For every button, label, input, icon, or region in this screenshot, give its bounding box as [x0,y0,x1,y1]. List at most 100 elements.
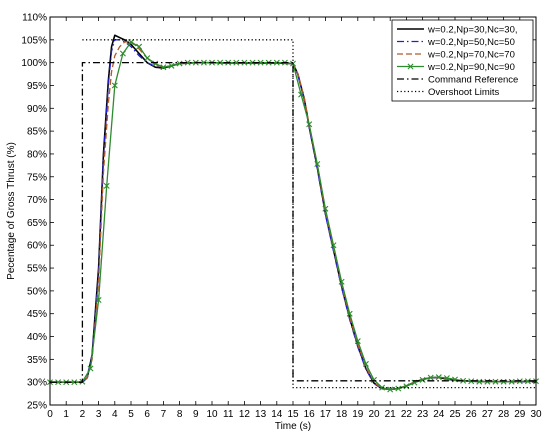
series-4-marker [273,59,280,66]
y-tick-label: 35% [27,355,47,366]
y-tick-label: 110% [22,13,47,24]
series-line-6 [82,39,536,389]
x-tick-label: 6 [144,409,150,420]
x-tick-label: 15 [287,409,299,420]
series-4-marker [184,59,191,66]
x-tick-label: 29 [514,409,526,420]
y-tick-label: 75% [27,172,47,183]
legend-label-3: w=0.2,Np=70,Nc=70 [427,49,515,60]
y-tick-label: 105% [21,35,47,46]
x-tick-label: 24 [433,409,445,420]
series-4-marker [55,379,62,386]
y-tick-label: 70% [27,195,47,206]
x-tick-label: 1 [63,409,69,420]
series-4-marker [500,378,507,385]
series-4-marker [387,386,394,393]
x-tick-label: 19 [352,409,364,420]
x-tick-label: 5 [128,409,134,420]
legend-marker [407,63,414,70]
series-4-marker [524,378,531,385]
series-4-marker [322,205,329,212]
x-tick-label: 30 [530,409,542,420]
series-line-2 [50,39,537,391]
series-4-marker [476,378,483,385]
y-tick-label: 100% [21,58,47,69]
series-4-marker [152,60,159,67]
y-tick-label: 90% [27,104,47,115]
series-4-marker [338,278,345,285]
series-4-marker [119,50,126,57]
legend-box [391,19,534,102]
x-tick-label: 22 [401,409,413,420]
series-4-marker [136,43,143,50]
x-axis-label: Time (s) [275,421,311,432]
y-tick-label: 85% [27,127,47,138]
y-tick-label: 25% [27,401,47,412]
series-4-marker [306,121,313,128]
legend-label-1: w=0.2,Np=30,Nc=30, [427,24,518,35]
x-tick-label: 18 [336,409,348,420]
y-tick-label: 95% [27,81,47,92]
x-tick-label: 12 [239,409,251,420]
series-4-marker [330,242,337,249]
series-4-marker [160,64,167,71]
y-tick-label: 60% [27,241,47,252]
series-4-marker [95,297,102,304]
y-tick-label: 65% [27,218,47,229]
x-tick-label: 14 [271,409,283,420]
series-4-marker [371,376,377,383]
series-4-marker [508,378,515,385]
series-4-marker [103,182,110,189]
x-tick-label: 10 [206,409,218,420]
y-tick-label: 80% [27,149,47,160]
x-tick-label: 28 [498,409,510,420]
y-axis-label: Pecentage of Gross Thrust (%) [6,142,17,280]
legend: w=0.2,Np=30,Nc=30,w=0.2,Np=50,Nc=50w=0.2… [391,19,534,102]
x-tick-label: 21 [385,409,397,420]
series-4-marker [346,310,353,317]
series-4-marker [257,59,264,66]
y-tick-label: 55% [27,264,47,275]
series-4-marker [419,376,426,383]
legend-label-2: w=0.2,Np=50,Nc=50 [427,37,515,48]
series-4-marker [354,338,361,345]
series-4-marker [427,374,434,381]
x-tick-label: 2 [80,409,86,420]
series-4-marker [362,360,369,367]
series-4-marker [87,365,94,372]
series-4-marker [144,55,151,62]
y-tick-label: 45% [27,309,47,320]
series-4-marker [176,60,183,67]
series-4-marker [395,385,402,392]
x-tick-label: 13 [255,409,267,420]
x-tick-label: 9 [193,409,199,420]
x-tick-label: 16 [304,409,316,420]
series-4-marker [379,384,386,391]
x-tick-label: 11 [223,409,234,420]
x-tick-label: 8 [177,409,183,420]
y-tick-label: 30% [27,378,47,389]
x-tick-label: 7 [161,409,167,420]
x-tick-label: 0 [47,409,53,420]
x-tick-label: 17 [320,409,332,420]
series-4-marker [233,59,240,66]
x-tick-label: 27 [482,409,494,420]
y-tick-label: 50% [27,286,47,297]
series-4-marker [71,379,78,386]
x-tick-label: 20 [368,409,380,420]
series-4-marker [435,374,442,381]
series-4-marker [200,59,207,66]
legend-label-6: Overshoot Limits [428,87,500,98]
series-4-marker [314,160,321,167]
y-tick-label: 40% [27,332,47,343]
series-4-marker [443,375,450,382]
series-4-marker [492,378,499,385]
series-4-marker [484,378,491,385]
x-tick-label: 4 [112,409,118,420]
legend-label-4: w=0.2,Np=90,Nc=90 [427,62,515,73]
legend-label-5: Command Reference [428,74,518,85]
x-tick-label: 3 [96,409,102,420]
series-4-marker [168,62,175,69]
series-4-marker [298,91,305,98]
